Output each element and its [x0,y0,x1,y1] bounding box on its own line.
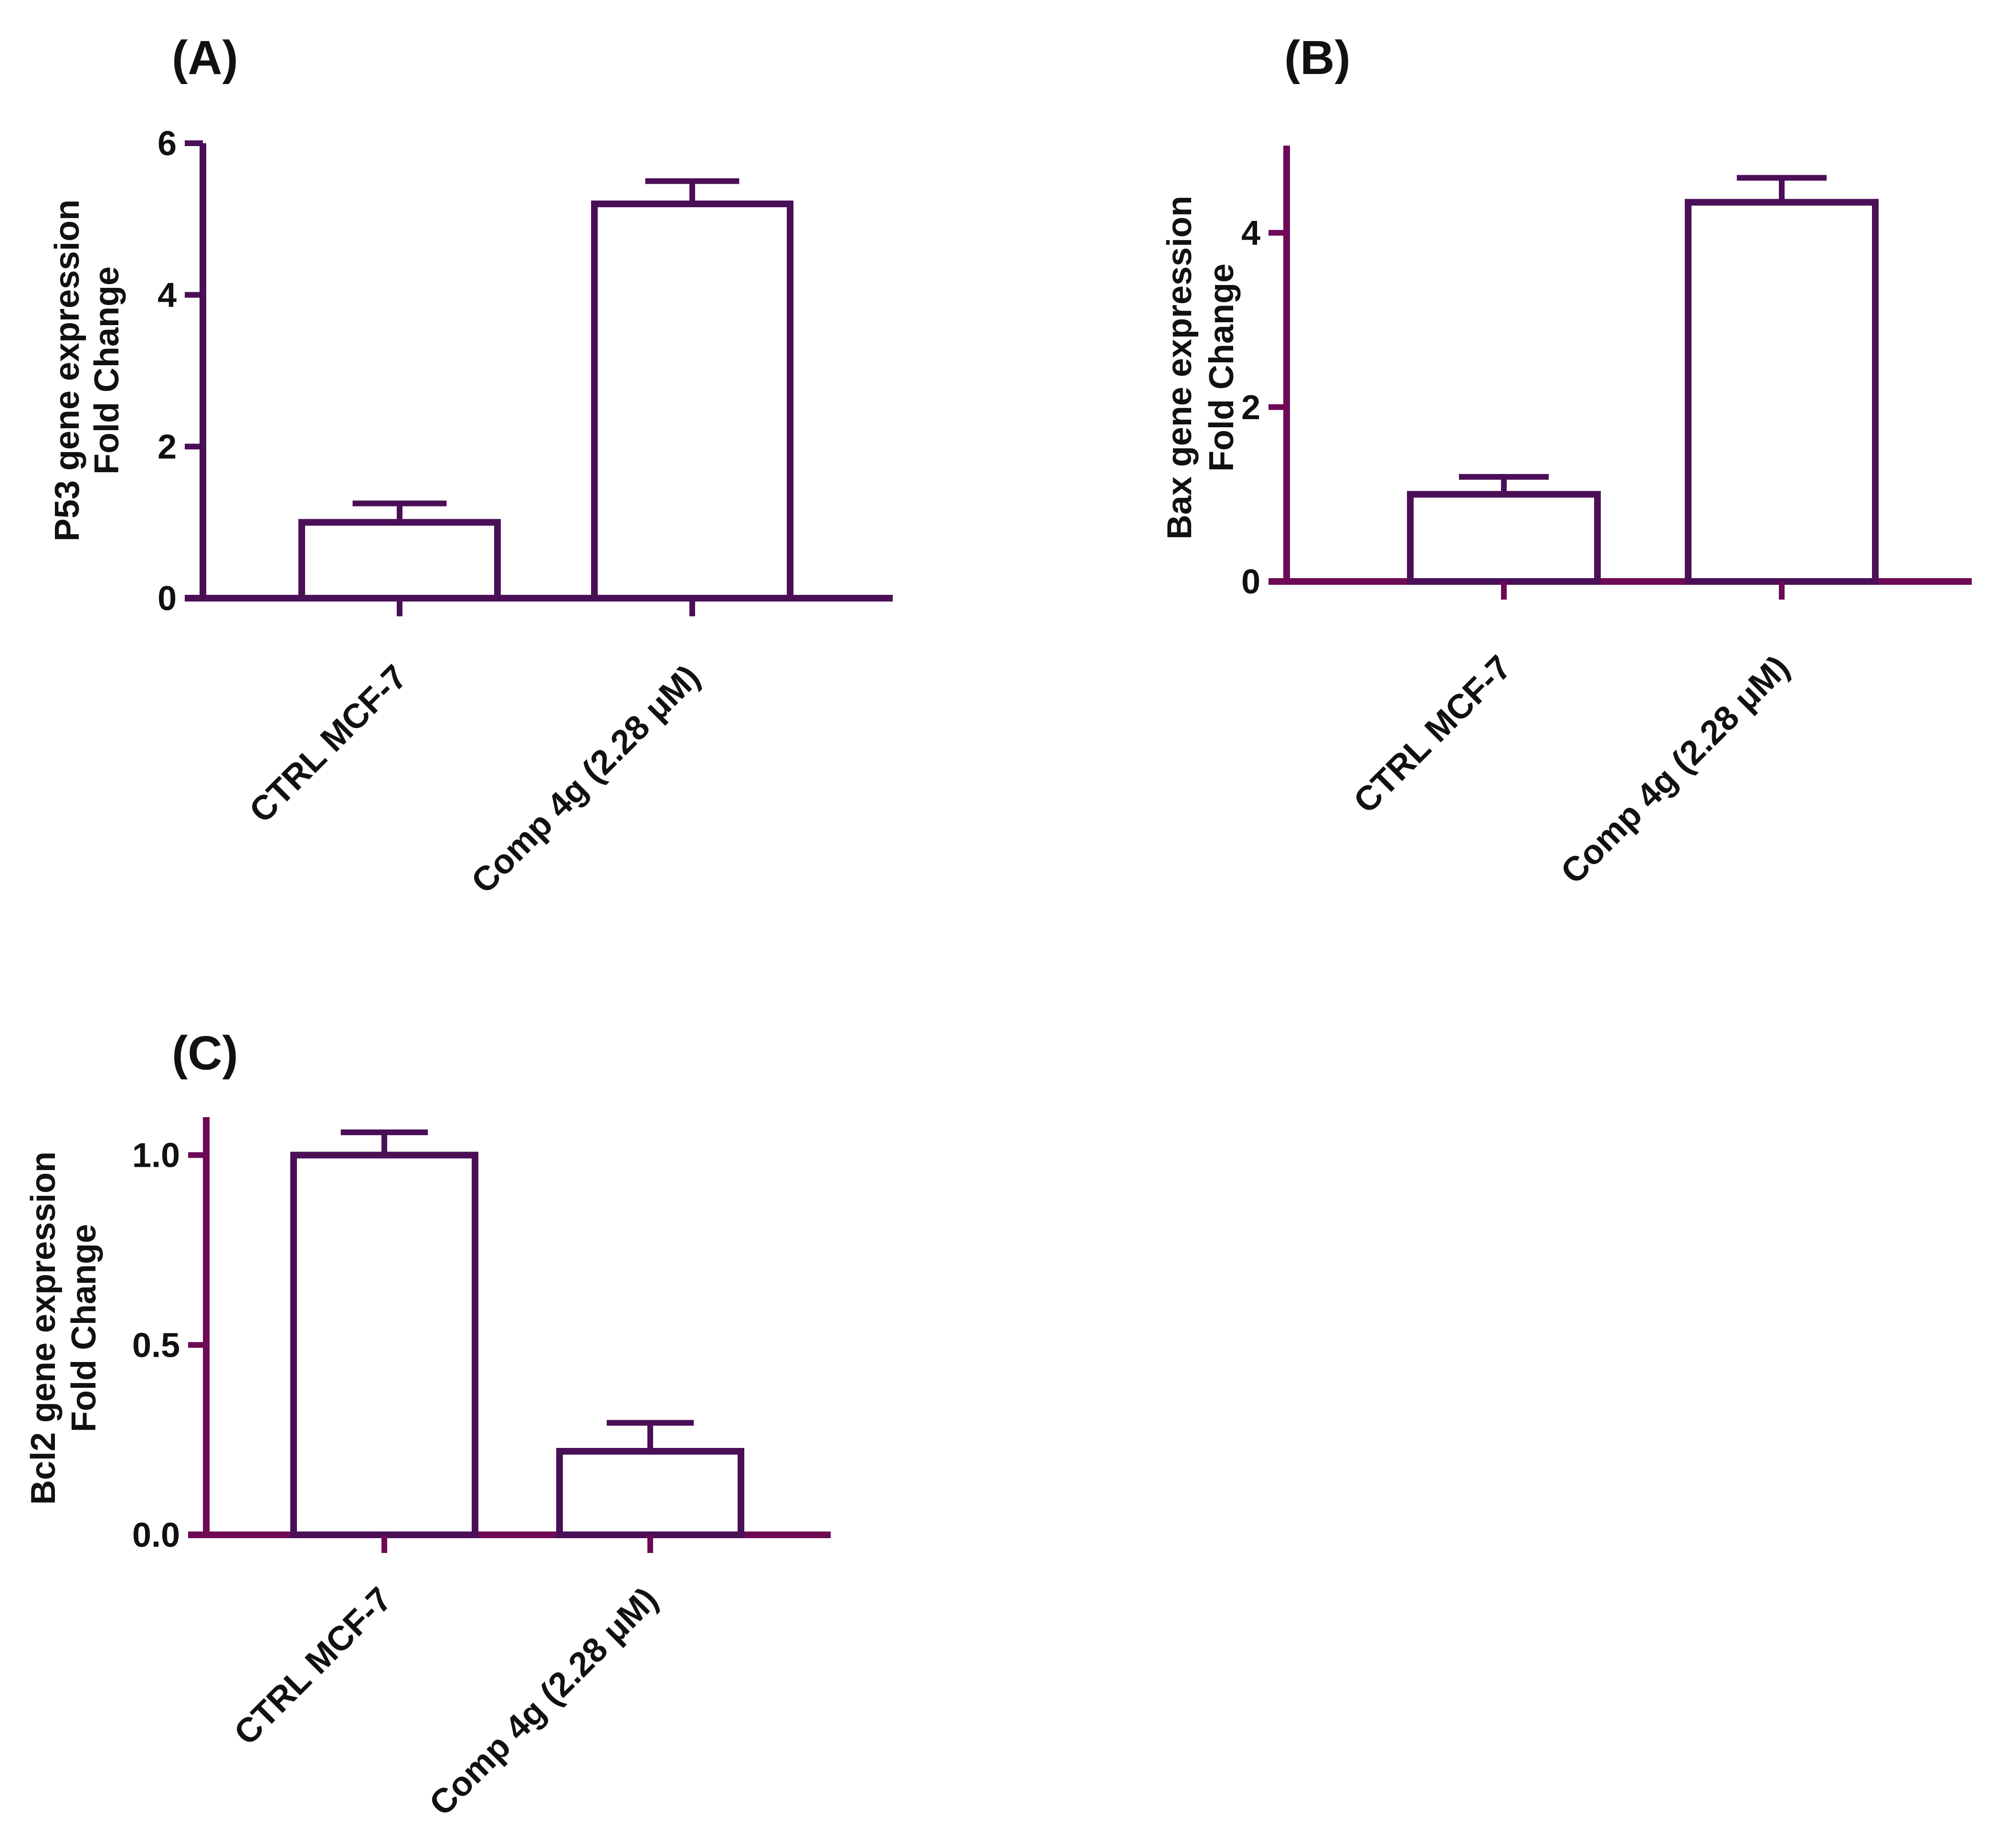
panel-label: (C) [172,1026,238,1080]
y-tick-label: 2 [1241,389,1260,427]
bar [1407,491,1601,585]
y-axis-title-line1: Bax gene expression [1161,196,1199,539]
y-tick-label: 0.5 [132,1326,180,1364]
y-tick-label: 1.0 [132,1137,180,1175]
y-tick-label: 2 [158,428,177,466]
y-tick-label: 4 [1241,214,1260,253]
y-tick-label: 4 [158,276,177,315]
panel-label: (B) [1284,31,1351,84]
bar [591,201,793,602]
y-tick-label: 6 [158,125,177,163]
y-axis-title-line2: Fold Change [65,1224,103,1432]
panel-label: (A) [172,31,238,84]
y-tick-label: 0 [158,580,177,618]
bar [556,1448,744,1538]
y-tick-label: 0.0 [132,1516,180,1554]
bar [298,519,501,602]
y-axis-title-line2: Fold Change [1203,264,1241,472]
y-axis-title-line1: Bcl2 gene expression [24,1151,63,1505]
bar [290,1151,478,1538]
y-axis-title-line2: Fold Change [88,266,126,475]
y-axis-title-line1: P53 gene expression [48,200,86,541]
bar [1685,199,1879,585]
y-tick-label: 0 [1241,563,1260,601]
